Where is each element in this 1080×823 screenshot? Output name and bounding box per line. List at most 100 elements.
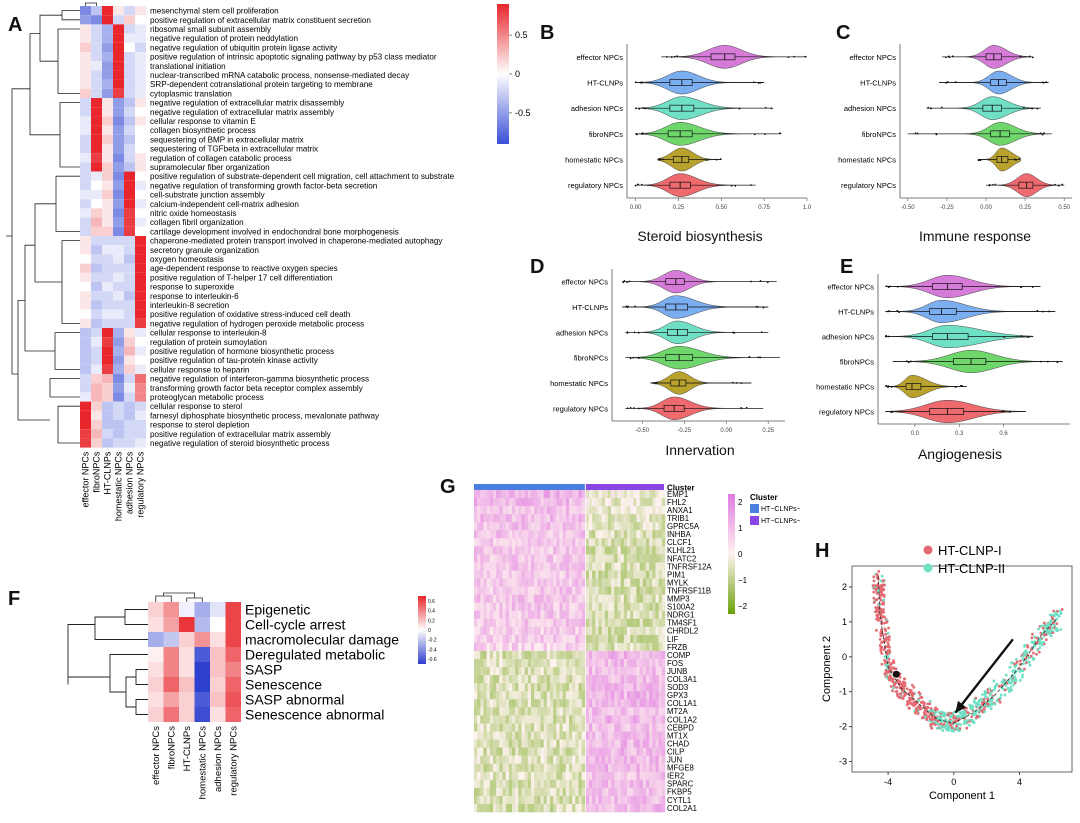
x-tick-label: 0.00 [980, 205, 992, 211]
heatmap-cell [527, 522, 532, 531]
heatmap-cell [499, 602, 503, 612]
heatmap-cell [572, 506, 576, 515]
heatmap-cell [578, 626, 582, 636]
box [710, 53, 736, 61]
heatmap-cell [489, 755, 494, 764]
panel-label-a: A [8, 14, 23, 36]
heatmap-cell [553, 602, 557, 612]
column-label: fibroNPCs [166, 726, 177, 770]
point-ht-clnp-i [1013, 662, 1016, 666]
heatmap-cell [502, 731, 506, 740]
heatmap-cell [569, 514, 573, 523]
heatmap-cell [642, 514, 647, 523]
heatmap-cell [658, 618, 663, 628]
heatmap-cell [505, 538, 510, 547]
heatmap-cell [474, 498, 478, 507]
heatmap-cell [630, 763, 634, 773]
heatmap-cell [601, 659, 606, 668]
box [665, 303, 688, 311]
heatmap-cell [91, 309, 102, 319]
point-ht-clnp-ii [924, 715, 927, 719]
heatmap-cell [480, 715, 484, 724]
heatmap-cell [661, 554, 666, 563]
heatmap-cell [518, 626, 522, 636]
heatmap-cell [540, 506, 544, 515]
heatmap-cell [646, 795, 650, 805]
heatmap-cell [636, 538, 640, 547]
heatmap-cell [524, 586, 529, 595]
heatmap-cell [550, 530, 554, 539]
point-ht-clnp-ii [978, 703, 981, 707]
heatmap-cell [527, 642, 532, 652]
heatmap-cell [553, 787, 557, 797]
heatmap-cell [598, 707, 602, 716]
outlier-dot [907, 361, 910, 363]
outlier-dot [1019, 55, 1022, 58]
outlier-dot [752, 81, 755, 84]
heatmap-cell [521, 787, 525, 797]
heatmap-cell [527, 602, 532, 612]
heatmap-cell [652, 506, 656, 515]
direction-arrow-head [955, 700, 967, 713]
heatmap-cell [617, 683, 621, 692]
column-label: effector NPCs [151, 726, 162, 785]
gene-label: PIM1 [667, 570, 685, 579]
heatmap-cell [508, 514, 513, 523]
heatmap-cell [546, 530, 551, 539]
heatmap-cell [483, 699, 487, 708]
heatmap-cell [569, 675, 573, 684]
heatmap-cell [80, 263, 91, 273]
heatmap-cell [585, 667, 590, 676]
heatmap-cell [546, 755, 551, 764]
heatmap-cell [627, 570, 631, 579]
heatmap-cell [483, 554, 487, 563]
heatmap-cell [578, 538, 582, 547]
heatmap-cell [585, 594, 590, 603]
heatmap-cell [489, 771, 494, 781]
heatmap-cell [515, 570, 519, 579]
heatmap-cell [639, 546, 644, 555]
heatmap-cell [135, 401, 146, 411]
heatmap-cell [550, 779, 554, 789]
heatmap-cell [537, 578, 541, 587]
heatmap-cell [627, 755, 631, 764]
outlier-dot [991, 183, 994, 186]
heatmap-cell [91, 245, 102, 255]
point-ht-clnp-i [920, 700, 923, 704]
heatmap-cell [502, 594, 506, 603]
heatmap-cell [581, 490, 586, 499]
heatmap-cell [486, 691, 491, 700]
heatmap-cell [578, 771, 582, 781]
heatmap-cell [486, 715, 491, 724]
heatmap-cell [80, 217, 91, 227]
heatmap-cell [502, 747, 506, 756]
heatmap-cell [623, 771, 628, 781]
heatmap-cell [102, 236, 113, 246]
point-ht-clnp-ii [988, 687, 992, 691]
point-ht-clnp-ii [968, 723, 971, 727]
heatmap-cell [148, 617, 164, 632]
heatmap-cell [598, 667, 602, 676]
heatmap-cell [489, 530, 494, 539]
heatmap-cell [614, 522, 618, 531]
heatmap-cell [124, 392, 135, 402]
heatmap-cell [508, 490, 513, 499]
heatmap-cell [611, 771, 615, 781]
heatmap-cell [581, 651, 586, 660]
heatmap-cell [658, 538, 663, 547]
heatmap-cell [543, 618, 548, 628]
outlier-dot [626, 407, 629, 410]
heatmap-cell [642, 562, 647, 571]
heatmap-cell [608, 667, 612, 676]
heatmap-cell [565, 570, 570, 579]
heatmap-cell [540, 562, 544, 571]
heatmap-cell [553, 691, 557, 700]
heatmap-cell [569, 594, 573, 603]
heatmap-cell [546, 626, 551, 636]
heatmap-cell [585, 554, 590, 563]
heatmap-cell [611, 795, 615, 805]
heatmap-cell [636, 659, 640, 668]
heatmap-cell [496, 498, 500, 507]
heatmap-cell [489, 538, 494, 547]
heatmap-cell [581, 707, 586, 716]
